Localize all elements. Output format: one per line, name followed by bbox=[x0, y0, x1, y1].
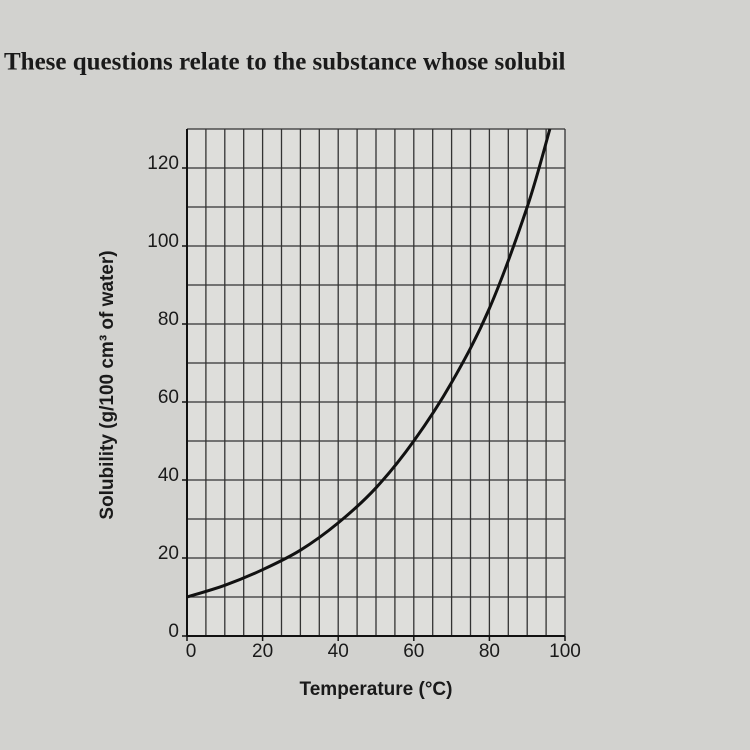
solubility-curve bbox=[186, 128, 552, 599]
y-tick-label: 20 bbox=[158, 543, 179, 564]
y-tick-label: 80 bbox=[158, 309, 179, 330]
y-axis-label: Solubility (g/100 cm³ of water) bbox=[97, 250, 118, 519]
x-tick-label: 40 bbox=[328, 641, 349, 662]
x-tick-label: 60 bbox=[403, 641, 424, 662]
x-tick-label: 100 bbox=[549, 641, 581, 662]
y-tick-label: 100 bbox=[147, 231, 179, 252]
y-tick-label: 0 bbox=[168, 621, 179, 642]
x-tick-label: 20 bbox=[252, 641, 273, 662]
y-tick-label: 60 bbox=[158, 387, 179, 408]
heading: These questions relate to the substance … bbox=[4, 49, 565, 76]
x-tick-label: 0 bbox=[186, 641, 197, 662]
y-tick-label: 120 bbox=[147, 153, 179, 174]
x-tick-label: 80 bbox=[479, 641, 500, 662]
y-tick-label: 40 bbox=[158, 465, 179, 486]
x-axis-label: Temperature (°C) bbox=[300, 679, 453, 700]
